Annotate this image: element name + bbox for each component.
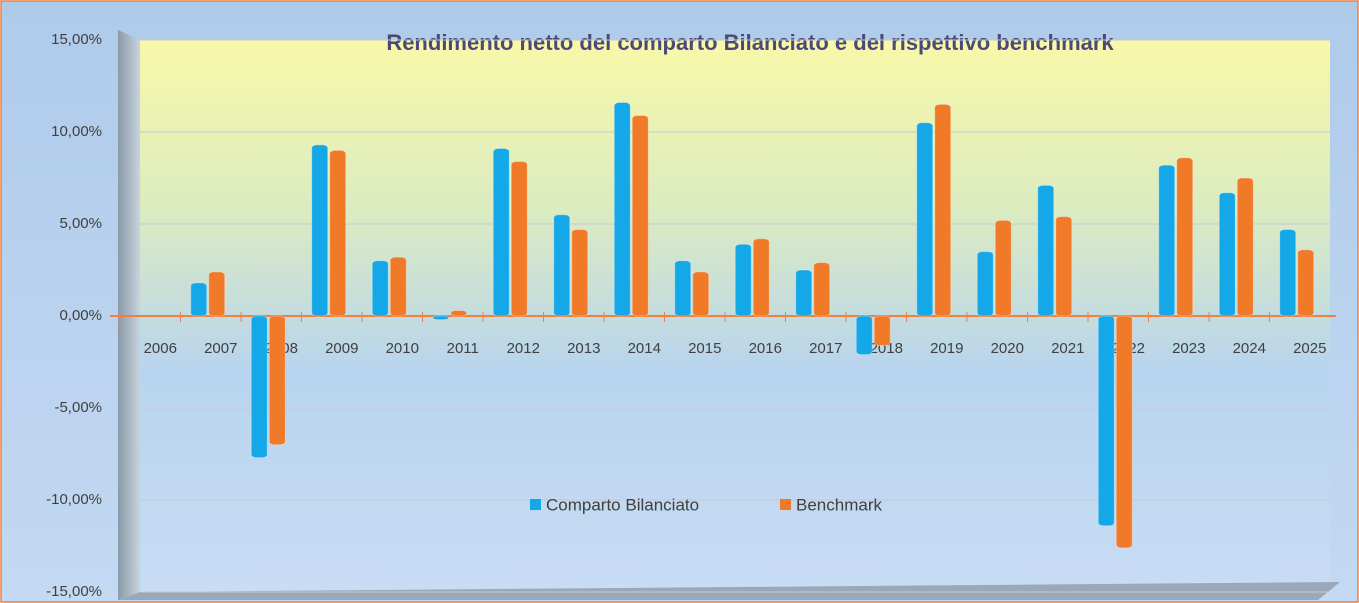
- bar: [432, 315, 450, 321]
- legend-label: Comparto Bilanciato: [546, 495, 699, 514]
- x-tick-label: 2010: [386, 340, 419, 357]
- x-tick-label: 2017: [809, 340, 842, 357]
- y-tick-label: -10,00%: [46, 491, 102, 508]
- bar: [450, 309, 468, 317]
- chart-title: Rendimento netto del comparto Bilanciato…: [386, 30, 1114, 55]
- bar: [190, 282, 208, 317]
- x-tick-label: 2020: [991, 340, 1024, 357]
- x-tick-label: 2009: [325, 340, 358, 357]
- legend-swatch: [530, 499, 541, 510]
- bar: [208, 271, 226, 317]
- y-tick-label: 10,00%: [51, 123, 102, 140]
- x-tick-label: 2024: [1233, 340, 1266, 357]
- bar: [1218, 192, 1236, 317]
- x-tick-label: 2019: [930, 340, 963, 357]
- bar: [934, 103, 952, 317]
- bar: [752, 238, 770, 317]
- y-tick-label: 15,00%: [51, 31, 102, 48]
- legend-swatch: [780, 499, 791, 510]
- x-tick-label: 2021: [1051, 340, 1084, 357]
- bar: [250, 315, 268, 459]
- bar: [1037, 184, 1055, 317]
- bar: [855, 315, 873, 356]
- x-tick-label: 2012: [507, 340, 540, 357]
- bar: [492, 148, 510, 317]
- bar: [813, 262, 831, 317]
- bar: [994, 219, 1012, 317]
- x-tick-label: 2014: [628, 340, 661, 357]
- bar: [613, 102, 631, 317]
- bar: [1279, 229, 1297, 317]
- bar: [1236, 177, 1254, 317]
- y-tick-label: -5,00%: [54, 399, 102, 416]
- x-tick-label: 2015: [688, 340, 721, 357]
- bar: [631, 114, 649, 317]
- x-tick-label: 2007: [204, 340, 237, 357]
- x-tick-label: 2013: [567, 340, 600, 357]
- x-tick-label: 2011: [447, 340, 479, 357]
- bar: [571, 229, 589, 317]
- bar: [1115, 315, 1133, 549]
- bar: [311, 144, 329, 317]
- bar: [1097, 315, 1115, 527]
- legend-label: Benchmark: [796, 495, 882, 514]
- bar: [389, 256, 407, 317]
- x-tick-label: 2016: [749, 340, 782, 357]
- bar: [916, 122, 934, 317]
- bar: [268, 315, 286, 446]
- bar: [553, 214, 571, 317]
- y-tick-label: -15,00%: [46, 583, 102, 600]
- bar: [692, 271, 710, 317]
- x-tick-label: 2025: [1293, 340, 1326, 357]
- bar: [795, 269, 813, 317]
- bar: [976, 251, 994, 317]
- floor: [118, 582, 1340, 600]
- x-tick-label: 2023: [1172, 340, 1205, 357]
- bar: [1176, 157, 1194, 317]
- bar: [371, 260, 389, 317]
- x-tick-label: 2006: [144, 340, 177, 357]
- y-tick-label: 0,00%: [59, 307, 102, 324]
- bar: [674, 260, 692, 317]
- y-tick-label: 5,00%: [59, 215, 102, 232]
- bar: [1297, 249, 1315, 317]
- bar: [1055, 216, 1073, 317]
- bar: [510, 160, 528, 317]
- bar: [734, 243, 752, 317]
- bar: [1158, 164, 1176, 317]
- bar: [329, 149, 347, 317]
- bar: [873, 315, 891, 346]
